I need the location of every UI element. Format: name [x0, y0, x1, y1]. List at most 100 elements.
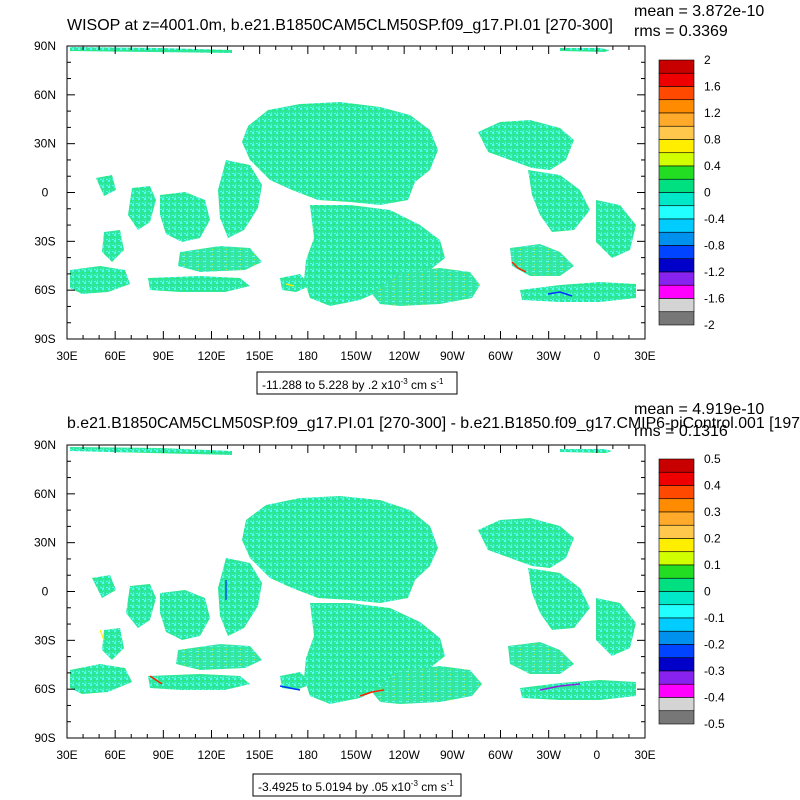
colorbar-swatch	[658, 604, 695, 619]
range-units: cm s	[411, 378, 436, 392]
land-region-small-west	[96, 175, 116, 196]
x-tick-label: 150W	[340, 349, 372, 363]
colorbar-swatch	[658, 231, 695, 246]
arctic-ice-strip	[70, 447, 232, 455]
land-region-north	[242, 102, 438, 205]
colorbar-label: 0.5	[704, 452, 721, 466]
x-tick-label: 150E	[246, 748, 274, 762]
x-tick-label: 30W	[536, 748, 561, 762]
colorbar-swatch	[658, 125, 695, 140]
y-tick-label: 30S	[34, 633, 55, 647]
y-axis: 90N 60N 30N 0 30S 60S 90S	[34, 39, 645, 346]
x-tick-label: 60E	[104, 349, 125, 363]
colorbar-swatch	[658, 86, 695, 101]
land-region-southern-ocean-2	[280, 274, 310, 292]
stat-rms: rms = 0.3369	[634, 23, 728, 40]
svg-text:-11.288 to 5.228 by .2 x10-3 c: -11.288 to 5.228 by .2 x10-3 cm s-1	[262, 377, 444, 392]
land-region-east-atlantic	[596, 200, 636, 258]
field-edge-highlight	[279, 685, 301, 691]
y-tick-label: 60S	[34, 283, 55, 297]
x-axis: 30E 60E 90E 120E 150E 180 150W 120W 90W 60W 30W 0 30…	[56, 46, 656, 363]
field-edge-highlight	[547, 291, 573, 297]
colorbar-label: -1.6	[704, 292, 725, 306]
colorbar-swatch	[658, 192, 695, 207]
land-region-west-pacific	[218, 160, 262, 238]
land-region-drake-passage	[520, 680, 636, 700]
colorbar-swatch	[658, 112, 695, 127]
colorbar-label: -0.5	[704, 717, 725, 731]
field-edge-highlight	[539, 683, 581, 691]
y-tick-label: 30N	[34, 536, 56, 550]
colorbar-label: 0	[704, 585, 711, 599]
colorbar-swatch	[658, 670, 695, 685]
range-units: cm s	[421, 780, 446, 794]
x-tick-label: 30E	[634, 349, 655, 363]
range-exponent: -3	[411, 779, 419, 788]
stat-rms: rms = 0.1316	[634, 423, 728, 440]
colorbar-label: 0.3	[704, 505, 721, 519]
land-region-south-central	[304, 205, 445, 306]
x-tick-label: 90E	[153, 349, 174, 363]
x-tick-label: 90W	[440, 349, 465, 363]
colorbar-swatch	[658, 485, 695, 500]
range-box: -3.4925 to 5.0194 by .05 x10-3 cm s-1	[252, 773, 462, 797]
y-tick-label: 0	[42, 186, 49, 200]
arctic-ice-strip	[70, 47, 232, 53]
range-exponent: -3	[401, 377, 409, 386]
range-units-exponent: -1	[436, 377, 444, 386]
x-tick-label: 120E	[197, 349, 225, 363]
land-region-southern-ocean-2	[280, 672, 312, 690]
colorbar-swatch	[658, 657, 695, 672]
colorbar-swatch	[658, 591, 695, 606]
colorbar-swatch	[658, 630, 695, 645]
y-tick-label: 60N	[34, 487, 56, 501]
colorbar: 0.5 0.4 0.3 0.2 0.1 0 -0.1 -0.2 -0.3 -0.4 -0.5	[658, 452, 725, 731]
arctic-ice-strip-east	[560, 48, 610, 52]
field-edge-highlight	[359, 689, 385, 697]
x-tick-label: 180	[298, 748, 318, 762]
map-field	[70, 447, 636, 704]
y-tick-label: 90N	[34, 39, 56, 53]
colorbar-label: 0.8	[704, 133, 721, 147]
colorbar-label: -2	[704, 318, 715, 332]
x-tick-label: 0	[593, 748, 600, 762]
colorbar-swatch	[658, 205, 695, 220]
field-edge-highlight	[99, 629, 105, 641]
land-region-east-atlantic	[596, 598, 636, 656]
colorbar-label: 1.2	[704, 106, 721, 120]
field-edge-highlight	[511, 261, 527, 273]
y-tick-label: 30S	[34, 234, 55, 248]
colorbar-swatch	[658, 471, 695, 486]
land-region-small-west	[92, 575, 116, 598]
land-region-west-pacific	[218, 558, 262, 636]
svg-text:-3.4925 to 5.0194 by .05 x10-3: -3.4925 to 5.0194 by .05 x10-3 cm s-1	[258, 779, 454, 794]
colorbar-label: 0	[704, 186, 711, 200]
chart-title: WISOP at z=4001.0m, b.e21.B1850CAM5CLM50…	[67, 17, 613, 34]
chart-panel-top: WISOP at z=4001.0m, b.e21.B1850CAM5CLM50…	[34, 3, 764, 395]
arctic-ice-strip-east	[560, 449, 612, 453]
y-tick-label: 90S	[34, 731, 55, 745]
colorbar-swatch	[658, 284, 695, 299]
colorbar-label: -0.4	[704, 691, 725, 705]
land-region-indian-west	[128, 186, 156, 230]
chart-title: b.e21.B1850CAM5CLM50SP.f09_g17.PI.01 [27…	[67, 415, 800, 432]
colorbar-label: 0.1	[704, 558, 721, 572]
x-tick-label: 30W	[536, 349, 561, 363]
colorbar-label: -0.2	[704, 638, 725, 652]
colorbar-swatch	[658, 99, 695, 114]
colorbar-label: -1.2	[704, 265, 725, 279]
colorbar-swatch	[658, 538, 695, 553]
land-region-north-atlantic	[478, 120, 574, 170]
x-tick-label: 30E	[634, 748, 655, 762]
x-tick-label: 60W	[488, 349, 513, 363]
colorbar: 2 1.6 1.2 0.8 0.4 0 -0.4 -0.8 -1.2 -1.6 -2	[658, 53, 725, 332]
colorbar-label: -0.8	[704, 239, 725, 253]
land-region-drake-passage	[520, 282, 636, 302]
x-tick-label: 30E	[56, 748, 77, 762]
range-label: -3.4925 to 5.0194 by .05 x10	[258, 780, 411, 794]
range-label: -11.288 to 5.228 by .2 x10	[262, 378, 401, 392]
y-tick-label: 90S	[34, 332, 55, 346]
y-tick-label: 60N	[34, 88, 56, 102]
field-edge-highlight	[149, 675, 163, 685]
colorbar-swatch	[658, 617, 695, 632]
